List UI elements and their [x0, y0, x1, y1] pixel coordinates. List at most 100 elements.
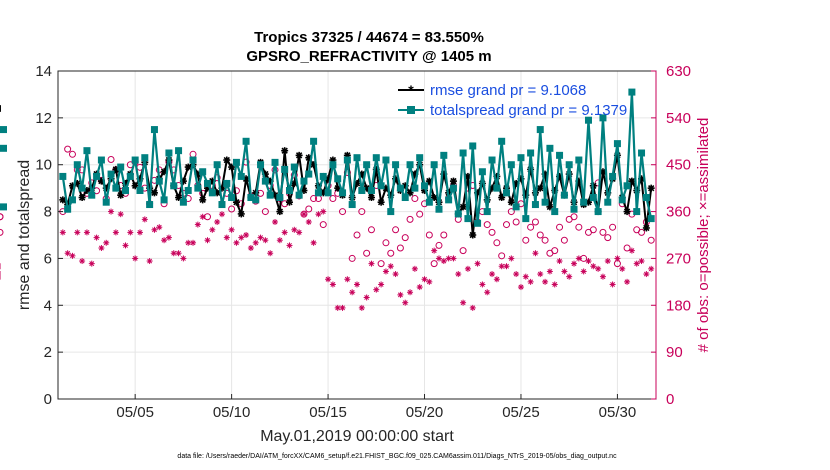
totalspread-point — [310, 137, 318, 145]
rmse-point — [449, 177, 457, 185]
obs-assimilated-point — [469, 304, 476, 311]
obs-possible-point — [483, 221, 491, 229]
obs-possible-point — [377, 260, 385, 268]
obs-assimilated-point — [209, 226, 216, 233]
totalspread-point — [257, 161, 265, 169]
rmse-point — [623, 208, 631, 216]
obs-assimilated-point — [407, 289, 414, 296]
rmse-point — [647, 184, 655, 192]
obs-possible-point — [406, 215, 414, 223]
totalspread-point — [102, 198, 110, 206]
totalspread-point — [232, 158, 240, 166]
totalspread-point — [478, 168, 486, 176]
totalspread-point — [628, 88, 636, 96]
obs-assimilated-point — [387, 263, 394, 270]
obs-assimilated-point — [334, 304, 341, 311]
obs-assimilated-point — [132, 255, 139, 262]
totalspread-point — [396, 184, 404, 192]
obs-possible-point — [68, 150, 76, 158]
totalspread-point — [604, 198, 612, 206]
totalspread-point — [136, 186, 144, 194]
totalspread-point — [551, 208, 559, 216]
totalspread-point — [314, 189, 322, 197]
obs-possible-point — [367, 226, 375, 234]
y-axis-right: 0 90 180 270 360 450 540 630 — [651, 63, 691, 408]
obs-possible-point — [305, 205, 313, 213]
totalspread-point — [73, 161, 81, 169]
totalspread-point — [421, 182, 429, 190]
y-right-tick-label: 450 — [666, 157, 691, 174]
totalspread-point — [179, 198, 187, 206]
obs-possible-point — [604, 234, 612, 242]
obs-possible-point — [522, 236, 530, 244]
obs-assimilated-point — [378, 281, 385, 288]
y-tick-label: 0 — [44, 391, 52, 408]
obs-possible-point — [512, 218, 520, 226]
obs-assimilated-point — [455, 271, 462, 278]
obs-possible-point — [440, 231, 448, 239]
obs-assimilated-point — [117, 211, 124, 218]
obs-assimilated-point — [493, 276, 500, 283]
obs-assimilated-point — [522, 273, 529, 280]
obs-assimilated-point — [243, 232, 250, 238]
obs-assimilated-point — [218, 211, 225, 218]
obs-possible-point — [396, 244, 404, 252]
obs-possible-point — [647, 236, 655, 244]
legend-rmse-marker: * — [408, 82, 414, 98]
obs-assimilated-point — [580, 268, 587, 275]
y-right-tick-label: 270 — [666, 250, 691, 267]
obs-assimilated-point — [368, 260, 375, 267]
obs-assimilated-point — [464, 265, 471, 272]
obs-assimilated-point — [112, 229, 119, 236]
obs-assimilated-point — [609, 281, 616, 288]
y-right-tick-label: 540 — [666, 110, 691, 127]
totalspread-point — [382, 156, 390, 164]
rmse-point — [223, 156, 231, 164]
obs-assimilated-point — [648, 265, 655, 272]
plot-frame — [57, 70, 657, 400]
obs-assimilated-point — [320, 208, 327, 215]
totalspread-point — [469, 142, 477, 150]
obs-possible-point — [0, 228, 4, 236]
totalspread-point — [541, 198, 549, 206]
obs-possible-point — [64, 145, 72, 153]
rmse-point — [295, 151, 303, 159]
obs-possible-point — [589, 226, 597, 234]
totalspread-point — [348, 201, 356, 209]
totalspread-point — [175, 147, 183, 155]
totalspread-point — [459, 149, 467, 157]
totalspread-point — [0, 126, 7, 134]
totalspread-point — [406, 161, 414, 169]
obs-possible-point — [310, 195, 318, 203]
totalspread-point — [623, 182, 631, 190]
obs-possible-point — [425, 231, 433, 239]
totalspread-point — [199, 168, 207, 176]
totalspread-point — [638, 149, 646, 157]
obs-assimilated-point — [599, 273, 606, 280]
totalspread-point — [150, 126, 158, 134]
totalspread-point — [522, 215, 530, 223]
obs-assimilated-point — [136, 229, 143, 236]
obs-possible-point — [107, 156, 115, 164]
obs-assimilated-point — [474, 260, 481, 267]
totalspread-point — [425, 198, 433, 206]
rmse-point — [199, 196, 207, 204]
obs-assimilated-point — [426, 278, 433, 285]
totalspread-point — [112, 184, 120, 192]
totalspread-point — [435, 205, 443, 213]
obs-assimilated-point — [223, 234, 230, 241]
obs-possible-point — [329, 195, 337, 203]
obs-assimilated-point — [199, 213, 206, 220]
totalspread-point — [0, 144, 7, 152]
obs-possible-point — [498, 252, 506, 260]
obs-possible-point — [493, 239, 501, 247]
obs-assimilated-point — [204, 237, 211, 244]
obs-possible-point — [392, 226, 400, 234]
obs-possible-point — [527, 223, 535, 231]
x-tick-label: 05/30 — [599, 404, 637, 421]
totalspread-point — [237, 172, 245, 180]
totalspread-point — [218, 201, 226, 209]
obs-assimilated-point — [551, 281, 558, 288]
totalspread-point — [189, 156, 197, 164]
